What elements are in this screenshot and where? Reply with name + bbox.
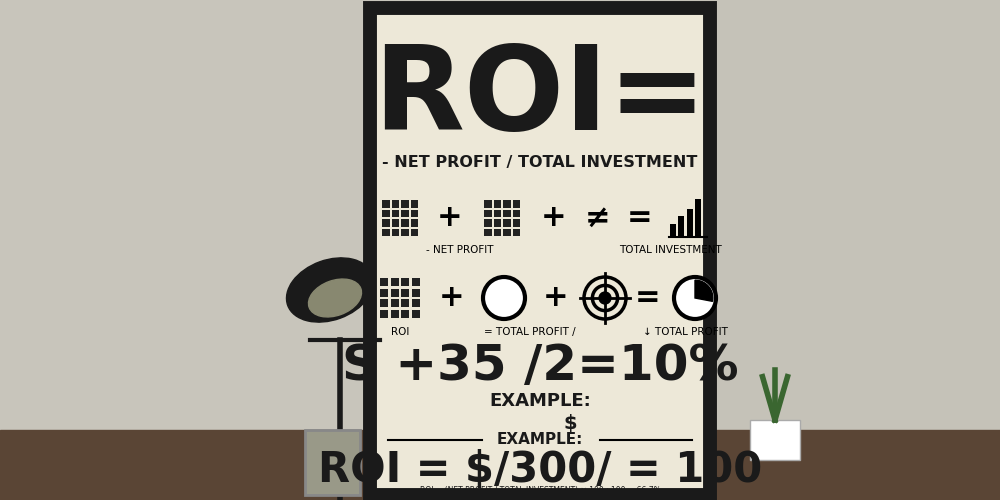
Bar [392, 210, 399, 217]
Bar [382, 200, 390, 207]
Bar [412, 288, 420, 297]
Bar [390, 310, 399, 318]
Bar [494, 210, 501, 217]
Bar [380, 278, 388, 286]
Bar [494, 228, 501, 236]
Bar [401, 299, 409, 308]
Bar [512, 219, 520, 226]
Ellipse shape [308, 279, 362, 317]
Bar [512, 210, 520, 217]
Bar [503, 219, 511, 226]
Bar [370, 8, 710, 495]
Bar [380, 288, 388, 297]
Bar [678, 216, 684, 237]
Bar [687, 208, 693, 237]
Bar [503, 210, 511, 217]
Text: EXAMPLE:: EXAMPLE: [489, 392, 591, 410]
Bar [512, 228, 520, 236]
Bar [390, 278, 399, 286]
Bar [411, 228, 418, 236]
Bar [401, 228, 409, 236]
Bar [380, 310, 388, 318]
Bar [680, 0, 1000, 500]
Text: ≠: ≠ [585, 204, 611, 233]
Polygon shape [695, 280, 713, 301]
Text: ROI=: ROI= [373, 40, 707, 156]
Text: TOTAL INVESTMENT: TOTAL INVESTMENT [619, 245, 721, 255]
Bar [390, 288, 399, 297]
Bar [411, 210, 418, 217]
Bar [392, 219, 399, 226]
Text: - NET PROFIT: - NET PROFIT [426, 245, 494, 255]
Text: +: + [439, 284, 465, 312]
Text: +: + [541, 204, 567, 233]
Circle shape [600, 292, 610, 303]
Bar [390, 299, 399, 308]
Bar [401, 200, 409, 207]
Bar [484, 210, 492, 217]
Bar [401, 210, 409, 217]
Bar [412, 278, 420, 286]
Bar [392, 200, 399, 207]
Bar [401, 219, 409, 226]
Bar [0, 430, 1000, 500]
Text: ROI: ROI [391, 327, 409, 337]
Bar [401, 310, 409, 318]
Bar [494, 219, 501, 226]
Bar [412, 310, 420, 318]
Text: ROI = (NET PROFIT / TOTAL INVESTMENT) × 100 ; 100 = 66.7%: ROI = (NET PROFIT / TOTAL INVESTMENT) × … [420, 486, 660, 496]
Text: S +35 /2=10%: S +35 /2=10% [342, 342, 738, 390]
Bar [512, 200, 520, 207]
Text: =: = [627, 204, 653, 233]
Text: - NET PROFIT / TOTAL INVESTMENT: - NET PROFIT / TOTAL INVESTMENT [382, 156, 698, 170]
Text: $: $ [563, 414, 577, 432]
Bar [392, 228, 399, 236]
Bar [503, 200, 511, 207]
Bar [401, 288, 409, 297]
Bar [670, 224, 676, 237]
Bar [412, 299, 420, 308]
Text: ↓ TOTAL PROFIT: ↓ TOTAL PROFIT [643, 327, 727, 337]
Text: =: = [635, 284, 661, 312]
Bar [503, 228, 511, 236]
Bar [380, 299, 388, 308]
Bar [695, 199, 701, 237]
Bar [411, 219, 418, 226]
Bar [494, 200, 501, 207]
Bar [305, 430, 360, 495]
Circle shape [483, 277, 525, 319]
Bar [382, 210, 390, 217]
Text: = TOTAL PROFIT /: = TOTAL PROFIT / [484, 327, 576, 337]
Bar [484, 228, 492, 236]
Ellipse shape [286, 258, 374, 322]
Bar [750, 420, 800, 460]
Text: EXAMPLE:: EXAMPLE: [497, 432, 583, 448]
Bar [382, 228, 390, 236]
Bar [382, 219, 390, 226]
Bar [484, 219, 492, 226]
Bar [411, 200, 418, 207]
Bar [401, 278, 409, 286]
Text: ROI = $/300/ = 100: ROI = $/300/ = 100 [318, 449, 762, 491]
Bar [484, 200, 492, 207]
Circle shape [674, 277, 716, 319]
Text: +: + [437, 204, 463, 233]
Text: +: + [543, 284, 569, 312]
